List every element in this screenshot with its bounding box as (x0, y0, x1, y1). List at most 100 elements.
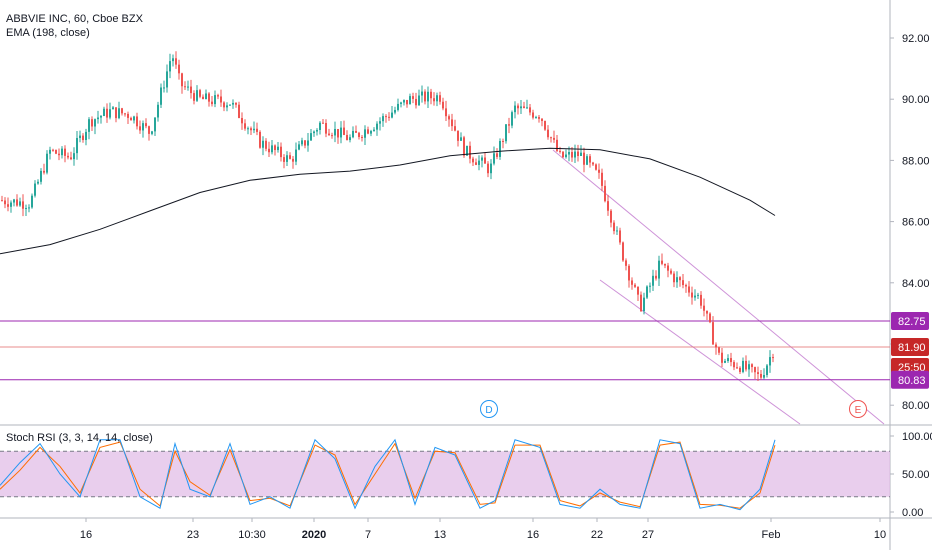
candle-body (130, 117, 132, 121)
candle-body (502, 141, 504, 143)
candle-body (307, 140, 309, 146)
candle-body (394, 109, 396, 113)
candle-body (229, 104, 231, 106)
candle-body (754, 367, 756, 373)
candle-body (505, 124, 507, 142)
candle-body (508, 124, 510, 126)
candle-body (526, 107, 528, 109)
ema-198-line (0, 147, 776, 255)
upper-level-badge-label: 82.75 (898, 316, 926, 328)
candle-body (190, 86, 192, 94)
candle-body (589, 156, 591, 163)
time-tick-label: 7 (365, 529, 371, 541)
candle-body (622, 242, 624, 261)
axis-layer: 92.0090.0088.0086.0084.0082.0080.00100.0… (80, 33, 932, 541)
candle-body (550, 137, 552, 139)
candle-body (181, 73, 183, 87)
candle-body (538, 117, 540, 119)
candle-body (238, 104, 240, 119)
candle-body (64, 148, 66, 156)
candle-body (268, 148, 270, 153)
time-tick-label: 16 (527, 529, 539, 541)
candle-body (427, 91, 429, 102)
last-price-badge-label: 81.90 (898, 342, 926, 354)
candle-body (208, 93, 210, 102)
candle-body (445, 108, 447, 117)
candle-body (25, 208, 27, 210)
candle-body (592, 162, 594, 165)
candle-body (634, 284, 636, 287)
candle-body (571, 151, 573, 158)
candle-body (631, 280, 633, 285)
candle-body (667, 265, 669, 271)
candle-body (541, 118, 543, 121)
candle-body (61, 148, 63, 156)
candle-body (364, 129, 366, 138)
candle-body (574, 151, 576, 158)
candle-body (301, 140, 303, 145)
candle-body (133, 116, 135, 121)
candle-body (205, 93, 207, 100)
candle-body (676, 277, 678, 283)
candle-body (337, 128, 339, 138)
candle-body (679, 277, 681, 281)
candle-body (283, 157, 285, 162)
candle-body (736, 367, 738, 369)
lower-level-badge[interactable] (891, 370, 929, 389)
candle-body (262, 140, 264, 148)
candle-body (742, 360, 744, 372)
candle-body (331, 135, 333, 137)
oscillator-legend: Stoch RSI (3, 3, 14, 14, close) (6, 431, 153, 445)
candle-body (1, 200, 3, 202)
candle-body (601, 172, 603, 186)
candle-body (274, 145, 276, 151)
event-marker-d[interactable]: D (480, 400, 498, 418)
candle-body (244, 123, 246, 129)
candle-body (34, 183, 36, 196)
candle-body (106, 108, 108, 118)
ema-layer (0, 147, 776, 255)
candle-body (196, 90, 198, 101)
candle-body (232, 102, 234, 105)
price-tick-label: 88.00 (902, 155, 930, 167)
osc-tick-label: 0.00 (902, 507, 923, 519)
candle-body (397, 103, 399, 110)
candle-body (514, 105, 516, 113)
ema-legend[interactable]: EMA (198, close) (6, 27, 90, 39)
candle-body (7, 204, 9, 207)
candle-body (220, 96, 222, 103)
time-tick-label: 10 (874, 529, 886, 541)
candle-body (532, 112, 534, 118)
symbol-title[interactable]: ABBVIE INC, 60, Cboe BZX (6, 13, 143, 25)
channel-lower-line (599, 279, 801, 425)
candle-body (673, 273, 675, 283)
candle-body (259, 131, 261, 148)
candle-body (235, 102, 237, 105)
candle-body (121, 108, 123, 114)
candle-body (247, 128, 249, 130)
candle-body (316, 129, 318, 132)
event-marker-circle (480, 400, 498, 418)
candle-body (769, 357, 771, 366)
candle-body (28, 207, 30, 209)
candle-body (706, 310, 708, 314)
candle-body (646, 286, 648, 298)
candle-body (160, 87, 162, 105)
candle-body (214, 95, 216, 105)
candle-body (718, 347, 720, 353)
candle-body (43, 170, 45, 173)
candle-body (712, 322, 714, 345)
candle-body (553, 137, 555, 140)
candle-body (721, 352, 723, 363)
candle-body (628, 265, 630, 281)
stoch-rsi-legend[interactable]: Stoch RSI (3, 3, 14, 14, close) (6, 432, 153, 444)
event-marker-e[interactable]: E (849, 400, 867, 418)
candle-body (136, 116, 138, 127)
candle-body (577, 151, 579, 157)
upper-level-badge[interactable] (891, 312, 929, 331)
candle-body (643, 297, 645, 312)
last-price-badge[interactable] (891, 338, 929, 357)
candle-body (544, 120, 546, 130)
